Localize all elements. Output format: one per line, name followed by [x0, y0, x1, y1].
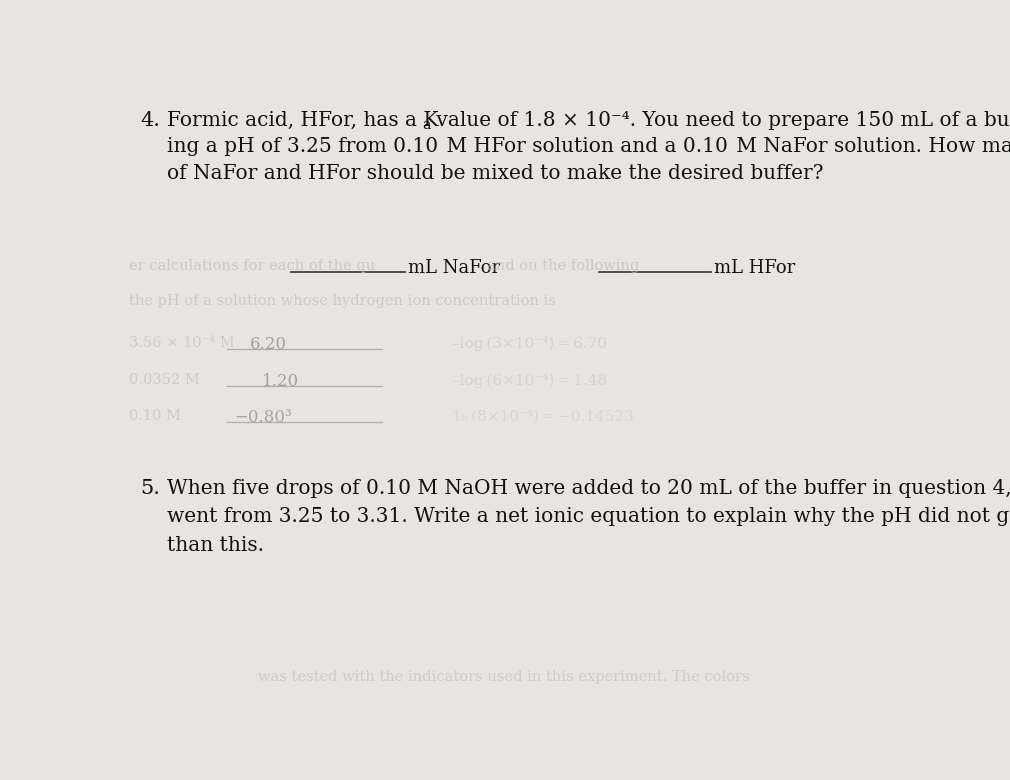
Text: ing a pH of 3.25 from 0.10  M HFor solution and a 0.10  M NaFor solution. How ma: ing a pH of 3.25 from 0.10 M HFor soluti… — [167, 137, 1010, 157]
Text: er calculations for each of the qu: er calculations for each of the qu — [128, 259, 375, 273]
Text: 6.20: 6.20 — [250, 336, 287, 353]
Text: 1ₕ (8×10⁻⁴) = −0.14523: 1ₕ (8×10⁻⁴) = −0.14523 — [451, 410, 633, 424]
Text: 5.: 5. — [140, 479, 161, 498]
Text: 3.56 × 10⁻⁴ M: 3.56 × 10⁻⁴ M — [128, 336, 234, 350]
Text: 0.10 M: 0.10 M — [128, 410, 181, 424]
Text: than this.: than this. — [167, 536, 264, 555]
Text: a: a — [422, 119, 430, 133]
Text: –log (6×10⁻⁴) = 1.48: –log (6×10⁻⁴) = 1.48 — [451, 373, 607, 388]
Text: and on the following: and on the following — [487, 259, 639, 273]
Text: 4.: 4. — [140, 111, 161, 129]
Text: of NaFor and HFor should be mixed to make the desired buffer?: of NaFor and HFor should be mixed to mak… — [167, 165, 823, 183]
Text: When five drops of 0.10 M NaOH were added to 20 mL of the buffer in question 4, : When five drops of 0.10 M NaOH were adde… — [167, 479, 1010, 498]
Text: mL NaFor: mL NaFor — [408, 259, 501, 277]
Text: mL HFor: mL HFor — [714, 259, 795, 277]
Text: Formic acid, HFor, has a K: Formic acid, HFor, has a K — [167, 111, 438, 129]
Text: –log (3×10⁻⁴) = 6.70: –log (3×10⁻⁴) = 6.70 — [451, 336, 607, 351]
Text: 0.0352 M: 0.0352 M — [128, 373, 199, 387]
Text: −0.80³: −0.80³ — [234, 410, 292, 427]
Text: went from 3.25 to 3.31. Write a net ionic equation to explain why the pH did not: went from 3.25 to 3.31. Write a net ioni… — [167, 507, 1010, 526]
Text: 1.20: 1.20 — [262, 373, 299, 390]
Text: value of 1.8 × 10⁻⁴. You need to prepare 150 mL of a buffer hav-: value of 1.8 × 10⁻⁴. You need to prepare… — [430, 111, 1010, 129]
Text: was tested with the indicators used in this experiment. The colors: was tested with the indicators used in t… — [258, 669, 749, 683]
Text: the pH of a solution whose hydrogen ion concentration is: the pH of a solution whose hydrogen ion … — [128, 294, 556, 308]
